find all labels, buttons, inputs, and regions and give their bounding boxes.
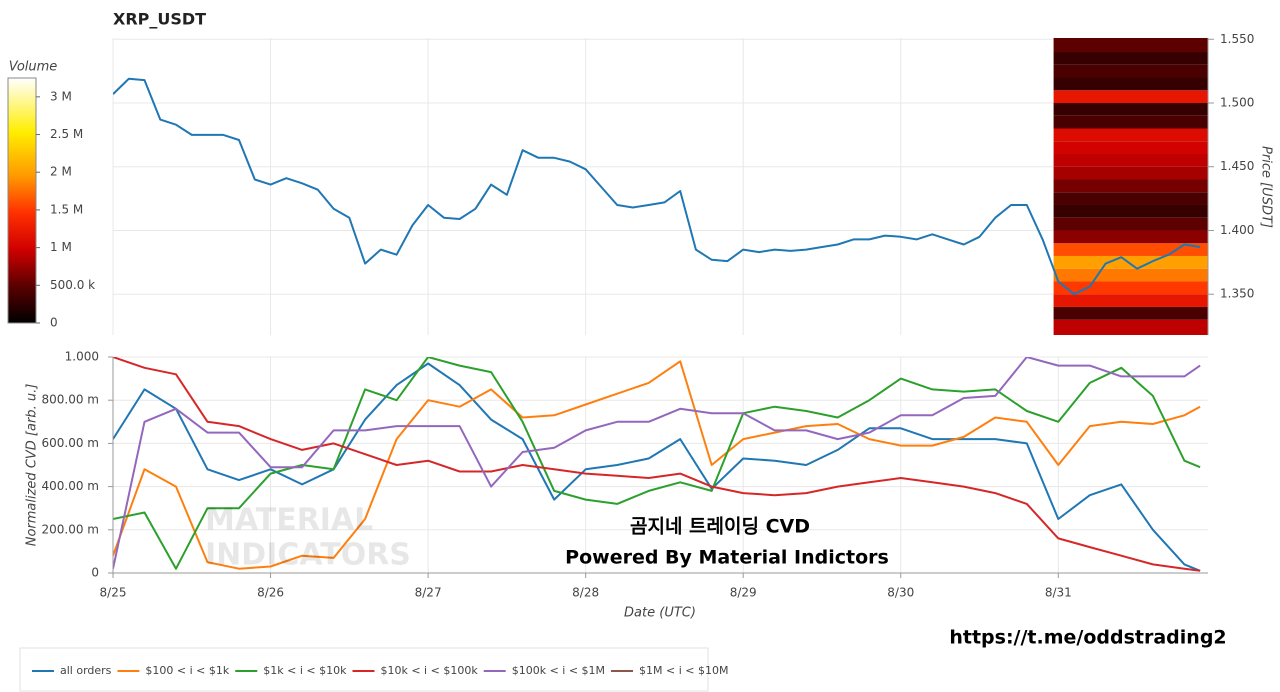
annotation: Powered By Material Indictors [565, 547, 889, 569]
y-axis-label: Normalized CVD [arb. u.] [25, 384, 40, 547]
x-tick-label: 8/28 [572, 586, 599, 600]
heatmap-cell [1053, 153, 1208, 167]
y-tick-label: 1.450 [1220, 159, 1254, 173]
legend-label: $1k < i < $10k [263, 664, 347, 677]
heatmap-cell [1053, 230, 1208, 244]
footer-link: https://t.me/oddstrading2 [949, 627, 1226, 649]
y-axis-label: Price [USDT] [1259, 146, 1274, 228]
x-tick-label: 8/30 [887, 586, 914, 600]
legend-box [19, 647, 709, 692]
x-axis-label: Date (UTC) [624, 606, 696, 621]
y-tick-label: 1.500 [1220, 96, 1254, 110]
heatmap-cell [1053, 204, 1208, 218]
colorbar-tick-label: 500.0 k [50, 278, 95, 292]
x-tick-label: 8/31 [1045, 586, 1072, 600]
colorbar-tick-label: 1 M [50, 240, 72, 254]
heatmap-cell [1053, 128, 1208, 142]
data-line [113, 357, 1201, 569]
heatmap-cell [1053, 243, 1208, 256]
colorbar-tick-label: 2.5 M [50, 127, 83, 141]
legend-label: $100 < i < $1k [145, 664, 229, 677]
legend-label: $100k < i < $1M [512, 664, 605, 677]
y-tick-label: 800.00 m [42, 393, 100, 407]
y-tick-label: 1.000 [65, 350, 99, 364]
colorbar-tick-label: 2 M [50, 165, 72, 179]
heatmap-cell [1053, 255, 1208, 269]
heatmap-cell [1053, 103, 1208, 116]
data-line [113, 357, 1201, 572]
heatmap-cell [1053, 64, 1208, 78]
colorbar-tick-label: 1.5 M [50, 202, 83, 216]
annotation: 곰지네 트레이딩 CVD [630, 516, 810, 538]
colorbar-tick-label: 3 M [50, 89, 72, 103]
x-tick-label: 8/27 [415, 586, 442, 600]
chart-title: XRP_USDT [113, 10, 206, 29]
x-tick-label: 8/29 [730, 586, 757, 600]
y-tick-label: 1.550 [1220, 32, 1254, 46]
heatmap-cell [1053, 90, 1208, 104]
y-tick-label: 1.350 [1220, 287, 1254, 301]
watermark: MATERIAL [205, 503, 373, 538]
heatmap-cell [1053, 115, 1208, 129]
watermark: INDICATORS [205, 538, 411, 573]
x-tick-label: 8/25 [100, 586, 127, 600]
heatmap-cell [1053, 192, 1208, 205]
data-line [113, 77, 1201, 296]
colorbar-label: Volume [9, 60, 58, 75]
y-tick-label: 0 [91, 566, 99, 580]
x-tick-label: 8/26 [257, 586, 284, 600]
legend-label: $1M < i < $10M [639, 664, 728, 677]
legend-label: $10k < i < $100k [380, 664, 478, 677]
heatmap-cell [1053, 38, 1208, 53]
y-tick-label: 200.00 m [42, 522, 100, 536]
data-line [113, 362, 1201, 572]
heatmap-cell [1053, 319, 1208, 335]
background [112, 38, 1208, 574]
heatmap-cell [1053, 141, 1208, 154]
heatmap-cell [1053, 179, 1208, 193]
y-tick-label: 600.00 m [42, 436, 100, 450]
heatmap-cell [1053, 294, 1208, 307]
data-layer [113, 38, 1208, 572]
heatmap-cell [1053, 52, 1208, 65]
y-tick-label: 1.400 [1220, 223, 1254, 237]
heatmap-cell [1053, 268, 1208, 282]
legend-label: all orders [60, 664, 112, 677]
data-line [113, 360, 1201, 570]
heatmap-cell [1053, 217, 1208, 231]
colorbar-tick-label: 0 [50, 316, 58, 330]
y-tick-label: 400.00 m [42, 479, 100, 493]
heatmap-cell [1053, 166, 1208, 180]
heatmap-cell [1053, 306, 1208, 320]
heatmap-cell [1053, 77, 1208, 91]
colorbar [7, 77, 37, 324]
legend: all orders $100 < i < $1k $1k < i < $10k $1… [32, 664, 728, 677]
